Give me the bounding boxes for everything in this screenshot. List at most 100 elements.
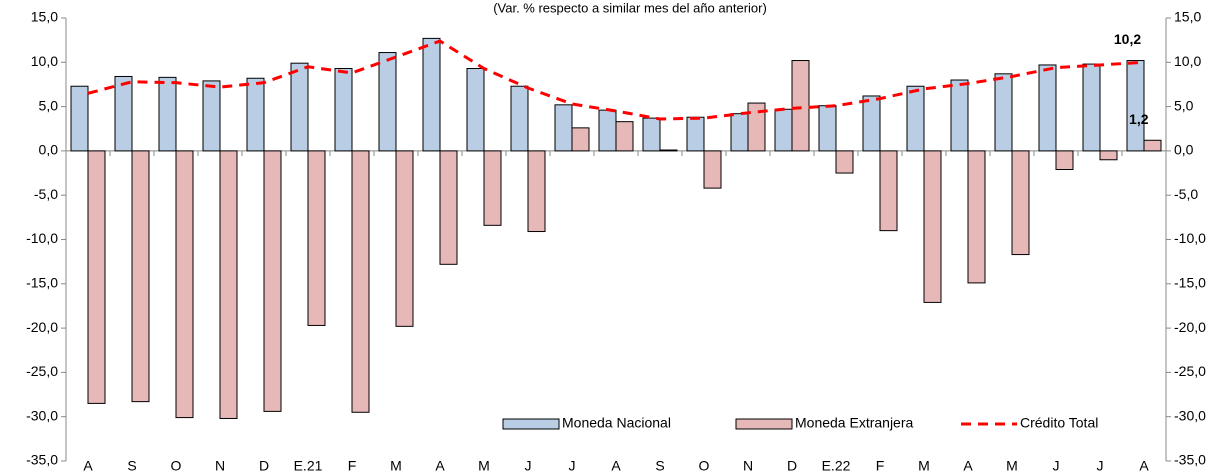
x-tick-label: A [611, 458, 621, 474]
bar [791, 60, 810, 152]
bar [483, 150, 502, 226]
chart-subtitle: (Var. % respecto a similar mes del año a… [493, 0, 767, 15]
x-tick-label: S [655, 458, 664, 474]
y2-tick-label: -30,0 [1174, 407, 1206, 423]
bar [835, 150, 854, 174]
y2-tick-label: -20,0 [1174, 319, 1206, 335]
bar [1011, 150, 1030, 256]
bar [642, 117, 661, 152]
bar [994, 73, 1013, 152]
x-tick-label: E.22 [822, 458, 851, 474]
bar [1099, 150, 1118, 161]
bar [774, 108, 793, 152]
x-tick-label: A [963, 458, 973, 474]
y2-tick-label: -5,0 [1174, 186, 1198, 202]
bar [158, 76, 177, 152]
bar [906, 85, 925, 152]
bar [307, 150, 326, 326]
bar [879, 150, 898, 232]
y-tick-label: -35,0 [26, 452, 58, 468]
bar [554, 104, 573, 152]
bar [175, 150, 194, 419]
legend-label: Moneda Extranjera [795, 415, 914, 431]
x-tick-label: A [1139, 458, 1149, 474]
x-tick-label: J [1097, 458, 1104, 474]
x-tick-label: N [743, 458, 753, 474]
bar [219, 150, 238, 419]
bar [527, 150, 546, 233]
bar [70, 85, 89, 152]
x-tick-label: S [127, 458, 136, 474]
bar [1082, 63, 1101, 152]
y2-tick-label: -25,0 [1174, 363, 1206, 379]
bar [246, 77, 265, 152]
x-tick-label: A [83, 458, 93, 474]
x-tick-label: O [699, 458, 710, 474]
y-tick-label: -5,0 [34, 186, 58, 202]
legend-swatch [735, 418, 793, 430]
y2-tick-label: -10,0 [1174, 230, 1206, 246]
bar [114, 75, 133, 152]
bar [571, 127, 590, 152]
x-tick-label: J [525, 458, 532, 474]
y-tick-label: -25,0 [26, 363, 58, 379]
x-tick-label: A [435, 458, 445, 474]
bar [1143, 139, 1162, 152]
bar [1038, 64, 1057, 152]
bar [1126, 60, 1145, 152]
y-tick-label: -15,0 [26, 275, 58, 291]
x-tick-label: M [390, 458, 402, 474]
bar [818, 105, 837, 152]
legend-swatch [502, 418, 560, 430]
bar [422, 37, 441, 152]
y-tick-label: -10,0 [26, 230, 58, 246]
x-tick-label: D [787, 458, 797, 474]
x-tick-label: M [1006, 458, 1018, 474]
bar [202, 80, 221, 152]
y2-tick-label: -35,0 [1174, 452, 1206, 468]
bar [263, 150, 282, 412]
bar [967, 150, 986, 284]
bar [334, 68, 353, 152]
line [87, 39, 1145, 121]
y-tick-label: -30,0 [26, 407, 58, 423]
bar [131, 150, 150, 403]
bar [923, 150, 942, 303]
bar [686, 116, 705, 152]
bar [510, 85, 529, 152]
bar [730, 113, 749, 152]
bar [439, 150, 458, 265]
bar [351, 150, 370, 413]
x-tick-label: E.21 [294, 458, 323, 474]
legend-label: Crédito Total [1020, 415, 1098, 431]
data-label: 1,2 [1129, 111, 1149, 127]
bar [703, 150, 722, 189]
bar [378, 52, 397, 152]
y-tick-label: 15,0 [31, 9, 58, 25]
x-tick-label: M [918, 458, 930, 474]
y-tick-label: 10,0 [31, 53, 58, 69]
bar [87, 150, 106, 404]
x-tick-label: N [215, 458, 225, 474]
y-tick-label: 5,0 [39, 97, 59, 113]
legend-label: Moneda Nacional [562, 415, 671, 431]
x-tick-label: O [171, 458, 182, 474]
bar [950, 79, 969, 152]
x-tick-label: F [876, 458, 885, 474]
y2-tick-label: 15,0 [1174, 9, 1201, 25]
x-tick-label: F [348, 458, 357, 474]
x-tick-label: D [259, 458, 269, 474]
y-tick-label: 0,0 [39, 142, 59, 158]
x-tick-label: J [569, 458, 576, 474]
bar [1055, 150, 1074, 171]
bar [395, 150, 414, 327]
y2-tick-label: 5,0 [1174, 97, 1194, 113]
bar [747, 102, 766, 152]
bar [862, 95, 881, 152]
x-tick-label: M [478, 458, 490, 474]
bar [659, 149, 678, 152]
bar [466, 68, 485, 152]
y2-tick-label: 10,0 [1174, 53, 1201, 69]
y2-tick-label: -15,0 [1174, 275, 1206, 291]
